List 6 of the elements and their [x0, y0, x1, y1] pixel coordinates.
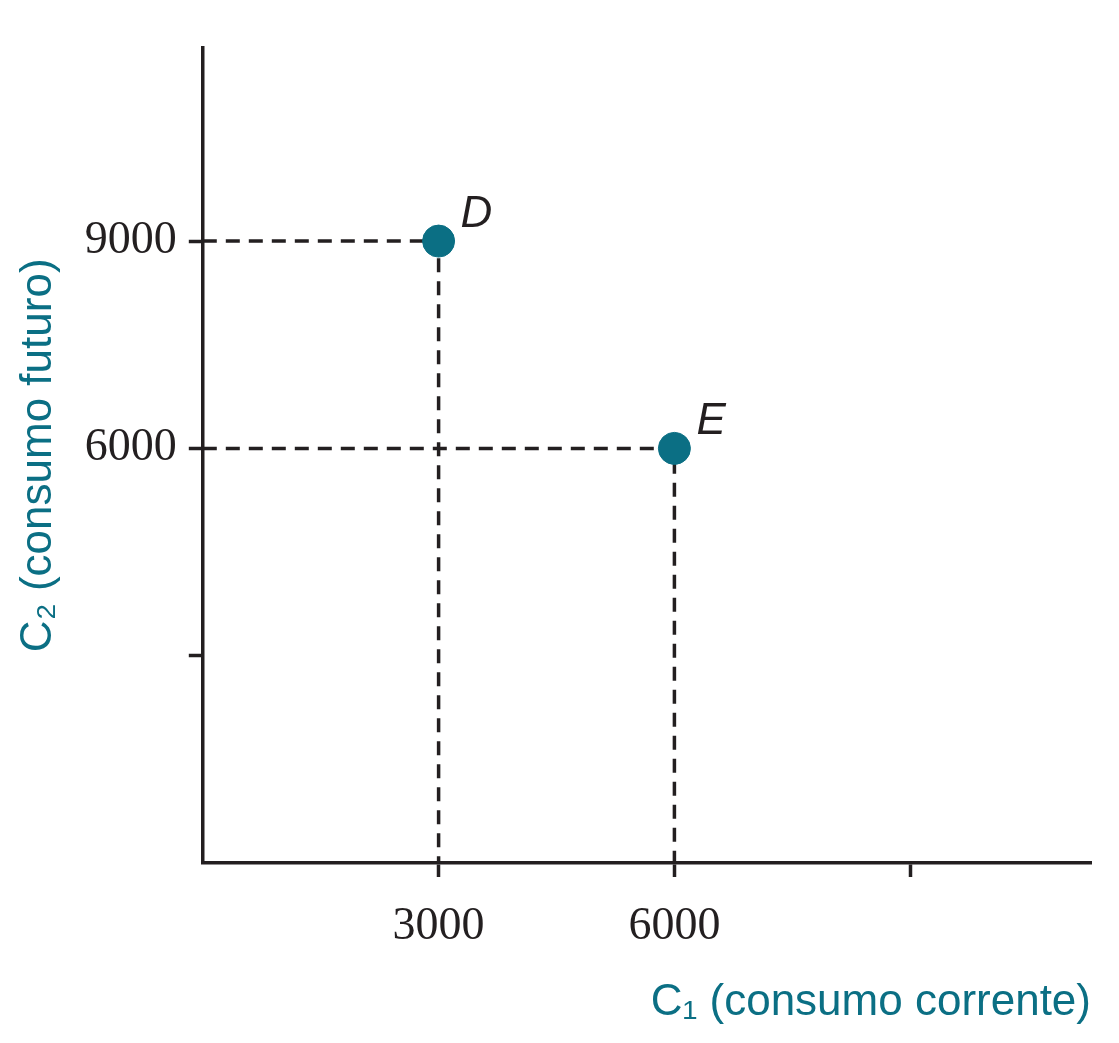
- annotation: D: [460, 187, 493, 237]
- x-axis-title: C₁ (consumo corrente): [650, 974, 1091, 1024]
- annotation: E: [696, 394, 727, 444]
- y-axis-title: C₂ (consumo futuro): [10, 258, 60, 653]
- y-tick-label: 9000: [84, 212, 177, 264]
- x-tick-label: 3000: [392, 897, 485, 949]
